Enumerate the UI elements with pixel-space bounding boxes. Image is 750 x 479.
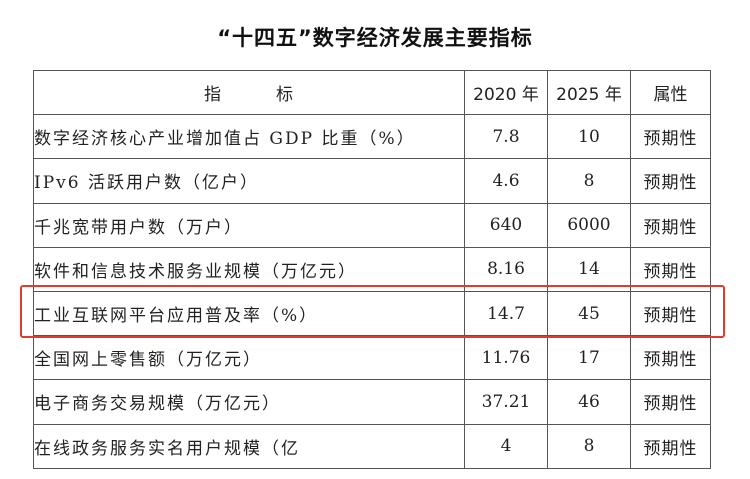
header-indicator: 指标: [33, 69, 465, 116]
indicator-name: IPv6 活跃用户数（亿户）: [33, 158, 465, 204]
value-2025: 17: [547, 335, 631, 381]
attribute-value: 预期性: [630, 290, 711, 337]
value-2020: 4.6: [464, 158, 548, 204]
value-2025: 8: [547, 158, 631, 204]
value-2020: 37.21: [464, 379, 548, 425]
value-2020: 14.7: [464, 290, 548, 337]
attribute-value: 预期性: [630, 246, 711, 292]
header-2020: 2020 年: [464, 69, 548, 116]
indicator-name: 数字经济核心产业增加值占 GDP 比重（%）: [33, 114, 465, 160]
table-row: 软件和信息技术服务业规模（万亿元） 8.16 14 预期性: [33, 246, 711, 292]
indicator-name: 电子商务交易规模（万亿元）: [33, 379, 465, 425]
table-row-highlighted: 工业互联网平台应用普及率（%） 14.7 45 预期性: [33, 290, 711, 337]
value-2020: 8.16: [464, 246, 548, 292]
attribute-value: 预期性: [630, 114, 711, 160]
value-2020: 11.76: [464, 335, 548, 381]
value-2020: 7.8: [464, 114, 548, 160]
table-row: IPv6 活跃用户数（亿户） 4.6 8 预期性: [33, 158, 711, 204]
header-attribute: 属性: [630, 69, 711, 116]
value-2025: 10: [547, 114, 631, 160]
indicator-name: 千兆宽带用户数（万户）: [33, 202, 465, 248]
table-header-row: 指标 2020 年 2025 年 属性: [33, 69, 711, 116]
value-2025: 45: [547, 290, 631, 337]
attribute-value: 预期性: [630, 379, 711, 425]
table-row: 电子商务交易规模（万亿元） 37.21 46 预期性: [33, 379, 711, 425]
attribute-value: 预期性: [630, 202, 711, 248]
table-row: 全国网上零售额（万亿元） 11.76 17 预期性: [33, 335, 711, 381]
indicators-table: 指标 2020 年 2025 年 属性 数字经济核心产业增加值占 GDP 比重（…: [33, 69, 711, 469]
header-2025: 2025 年: [547, 69, 631, 116]
table-row: 千兆宽带用户数（万户） 640 6000 预期性: [33, 202, 711, 248]
value-2020: 4: [464, 423, 548, 469]
table-title: “十四五”数字经济发展主要指标: [217, 26, 533, 50]
value-2025: 8: [547, 423, 631, 469]
attribute-value: 预期性: [630, 335, 711, 381]
value-2025: 14: [547, 246, 631, 292]
indicator-name: 工业互联网平台应用普及率（%）: [33, 290, 465, 337]
table-row: 在线政务服务实名用户规模（亿 4 8 预期性: [33, 423, 711, 469]
table-row: 数字经济核心产业增加值占 GDP 比重（%） 7.8 10 预期性: [33, 114, 711, 160]
indicator-name: 全国网上零售额（万亿元）: [33, 335, 465, 381]
attribute-value: 预期性: [630, 423, 711, 469]
value-2020: 640: [464, 202, 548, 248]
indicator-name: 软件和信息技术服务业规模（万亿元）: [33, 246, 465, 292]
attribute-value: 预期性: [630, 158, 711, 204]
value-2025: 46: [547, 379, 631, 425]
indicator-name: 在线政务服务实名用户规模（亿: [33, 423, 465, 469]
value-2025: 6000: [547, 202, 631, 248]
